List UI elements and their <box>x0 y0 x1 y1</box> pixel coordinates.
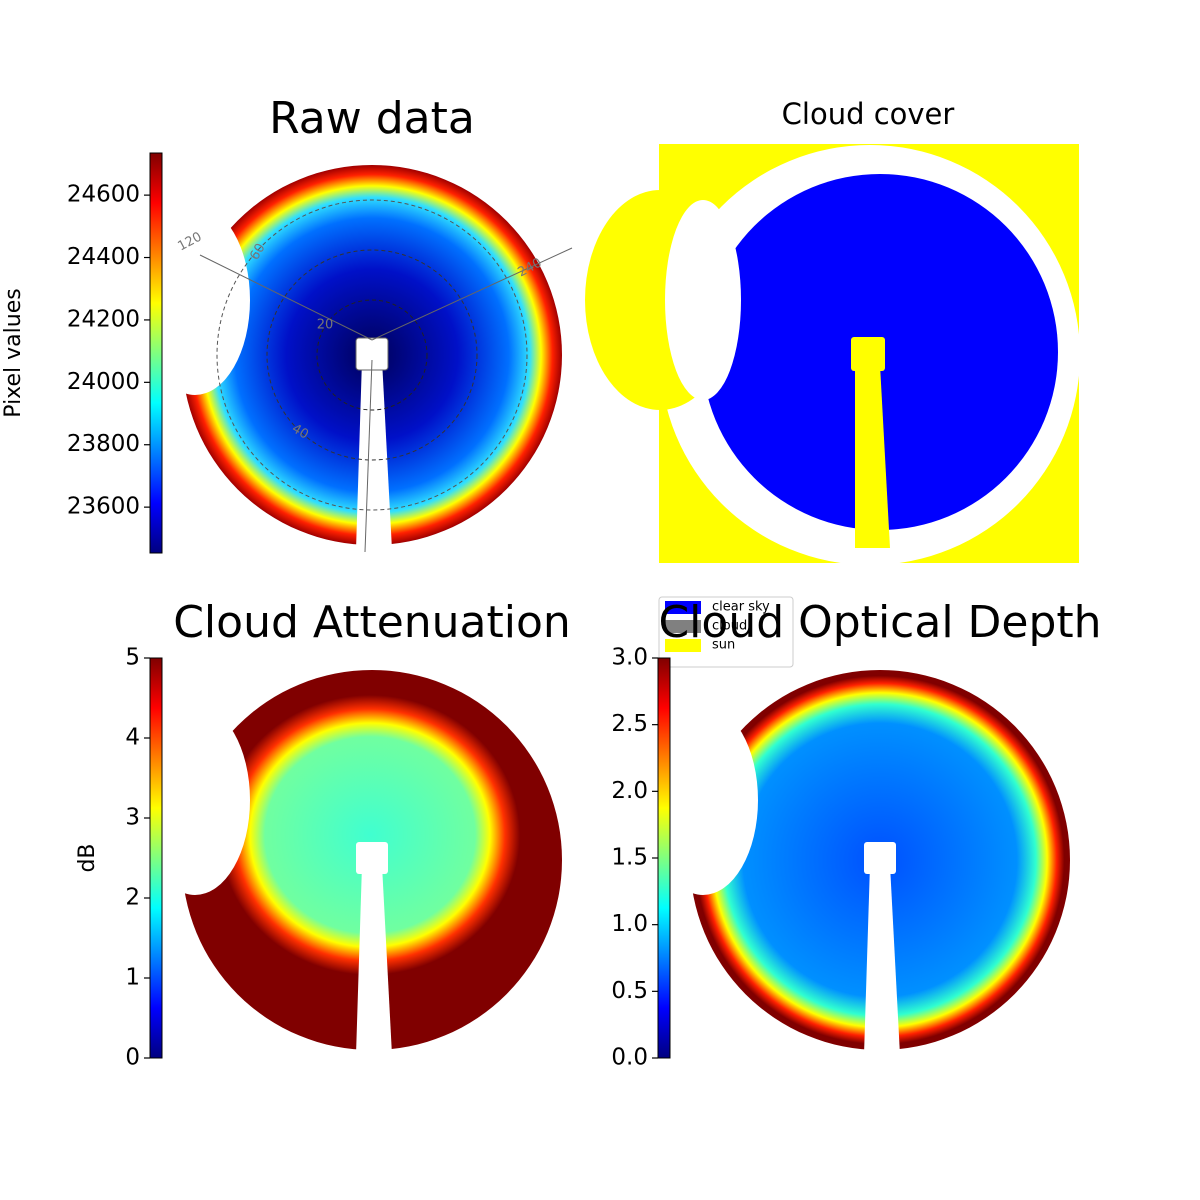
colorbar-tick-label: 1.0 <box>611 911 648 937</box>
legend-swatch <box>665 620 701 633</box>
colorbar-label: dB <box>75 843 100 872</box>
colorbar <box>149 152 163 554</box>
colorbar-tick-label: 5 <box>125 645 140 671</box>
colorbar-tick-label: 2.5 <box>611 711 648 737</box>
colorbar-tick-label: 1.5 <box>611 845 648 871</box>
colorbar-tick-label: 0.5 <box>611 978 648 1004</box>
panel-title: Cloud Attenuation <box>173 597 571 648</box>
attenuation-image <box>140 670 562 1055</box>
colorbar <box>149 657 163 1059</box>
legend-swatch <box>665 639 701 652</box>
colorbar-tick-label: 3.0 <box>611 645 648 671</box>
colorbar <box>657 657 671 1059</box>
panel-title: Cloud cover <box>782 97 955 131</box>
colorbar-tick-label: 23800 <box>67 431 140 457</box>
colorbar-tick-label: 4 <box>125 725 140 751</box>
legend-swatch <box>665 601 701 614</box>
legend-label: cloud <box>712 619 747 634</box>
legend-label: sun <box>712 638 735 653</box>
colorbar-tick-label: 24400 <box>67 244 140 270</box>
cloud-cover-image <box>585 144 1080 565</box>
colorbar-tick-label: 24000 <box>67 369 140 395</box>
colorbar-tick-label: 1 <box>125 965 140 991</box>
colorbar-tick-label: 24200 <box>67 306 140 332</box>
colorbar-tick-label: 23600 <box>67 494 140 520</box>
colorbar-tick-label: 0.0 <box>611 1045 648 1071</box>
panel-title: Cloud Optical Depth <box>658 597 1101 648</box>
legend-label: clear sky <box>712 600 770 615</box>
polar-annotation: 60 <box>247 241 268 263</box>
panel-title: Raw data <box>269 93 475 144</box>
colorbar-label: Pixel values <box>1 288 26 417</box>
colorbar-tick-label: 3 <box>125 805 140 831</box>
colorbar-tick-label: 2 <box>125 885 140 911</box>
raw-image <box>140 165 573 553</box>
optical-depth-image <box>648 670 1070 1055</box>
colorbar-tick-label: 2.0 <box>611 778 648 804</box>
polar-annotation: 20 <box>317 318 334 333</box>
polar-annotation: 40 <box>289 421 311 442</box>
colorbar-tick-label: 24600 <box>67 182 140 208</box>
colorbar-tick-label: 0 <box>125 1045 140 1071</box>
